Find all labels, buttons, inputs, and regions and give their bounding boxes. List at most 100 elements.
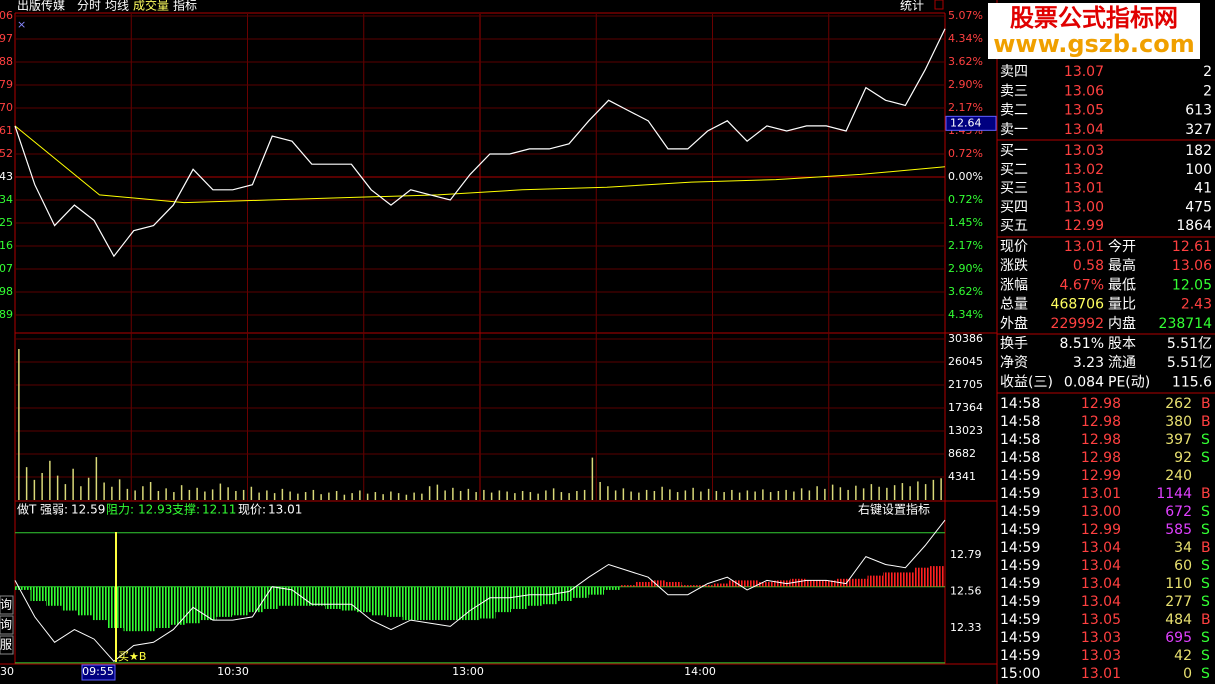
book-volume: 182 (1185, 143, 1212, 159)
pct-label: 4.34% (948, 32, 983, 45)
trade-flag: S (1201, 558, 1210, 574)
cursor-price: 12.64 (950, 116, 982, 129)
indicator-bar (263, 586, 279, 609)
trade-price: 12.98 (1081, 450, 1121, 466)
y-tick-label: 16 (0, 239, 13, 252)
indicator-bar (46, 586, 62, 606)
volume-bar (808, 490, 811, 500)
indicator-bar (790, 578, 806, 587)
field-label: 现价: (238, 503, 266, 517)
volume-bar (707, 488, 710, 500)
side-button[interactable] (0, 615, 14, 635)
signal-label: 买★B (118, 650, 146, 663)
indicator-bar (743, 580, 759, 587)
trade-volume: 277 (1165, 594, 1192, 610)
volume-bar (762, 489, 764, 500)
y-tick-label: 52 (0, 147, 13, 160)
indicator-name: 做T (17, 502, 37, 517)
pct-label: 1.45% (948, 216, 983, 229)
trade-flag: B (1201, 414, 1211, 430)
indicator-bar (914, 567, 930, 587)
side-button[interactable] (0, 595, 14, 615)
indicator-bar (449, 586, 465, 621)
book-price: 13.01 (1064, 181, 1104, 197)
quote-value: 4.67% (1060, 277, 1104, 293)
volume-bar (80, 486, 82, 500)
quote-label: 总量 (1000, 297, 1028, 313)
volume-bar (490, 492, 493, 500)
trade-time: 14:59 (1000, 594, 1040, 610)
tool-tab[interactable]: 分时 (77, 0, 101, 13)
trade-volume: 92 (1174, 450, 1192, 466)
y-tick-label: 98 (0, 285, 13, 298)
stock-name[interactable]: 出版传媒 (17, 0, 65, 13)
volume-bar (103, 482, 105, 500)
volume-bar (211, 489, 214, 500)
volume-bar (312, 489, 315, 500)
time-label: 10:30 (217, 665, 249, 678)
quote-value: 8.51% (1060, 336, 1104, 352)
y-tick-label: 12.33 (950, 621, 982, 634)
book-price: 13.00 (1064, 199, 1104, 215)
indicator-bar (154, 586, 170, 628)
y-tick-label: 13023 (948, 424, 983, 437)
quote-label: 涨幅 (1000, 277, 1028, 293)
volume-bar (366, 493, 369, 500)
indicator-bar (728, 580, 744, 587)
indicator-bar (294, 586, 310, 606)
time-label: 13:00 (452, 665, 484, 678)
stats-button[interactable]: 统计 (900, 0, 924, 13)
tool-tab[interactable]: 指标 (173, 0, 197, 13)
volume-bar (126, 488, 129, 500)
volume-bar (149, 481, 152, 500)
volume-bar (839, 487, 842, 500)
quote-label: 流通 (1108, 355, 1136, 371)
price-line (14, 28, 946, 258)
quote-value: 2.43 (1181, 297, 1212, 313)
volume-bar (180, 485, 183, 500)
volume-bar (95, 457, 98, 500)
volume-bar (428, 486, 431, 500)
tool-tab[interactable]: 均线 (105, 0, 129, 13)
side-button-label: 询 (0, 618, 12, 632)
book-price: 12.99 (1064, 218, 1104, 234)
volume-bar (932, 479, 935, 500)
trade-flag: S (1201, 648, 1210, 664)
trade-flag: B (1201, 540, 1211, 556)
volume-bar (521, 490, 524, 500)
window-icon[interactable] (934, 0, 944, 10)
trade-volume: 695 (1165, 630, 1192, 646)
side-button[interactable] (0, 635, 14, 655)
book-price: 13.02 (1064, 162, 1104, 178)
volume-bar (405, 494, 408, 500)
quote-label: 股本 (1108, 336, 1136, 352)
trade-flag: S (1201, 576, 1210, 592)
y-tick-label: 88 (0, 55, 13, 68)
book-volume: 2 (1203, 64, 1212, 80)
indicator-bar (340, 586, 356, 611)
indicator-settings[interactable]: 右键设置指标 (858, 502, 930, 517)
volume-bar (529, 492, 532, 500)
volume-bar (754, 491, 756, 500)
book-label: 卖四 (1000, 64, 1028, 80)
field-value: 13.01 (268, 503, 302, 517)
trade-volume: 397 (1165, 432, 1192, 448)
indicator-price-line (14, 519, 946, 662)
volume-bar (165, 488, 167, 500)
tool-tab[interactable]: 成交量 (133, 0, 169, 13)
volume-bar (459, 490, 462, 500)
trade-time: 14:59 (1000, 648, 1040, 664)
book-label: 买二 (1000, 162, 1028, 178)
y-tick-label: 12.56 (950, 585, 982, 598)
close-icon[interactable]: × (17, 18, 26, 31)
side-button-label: 询 (0, 598, 12, 612)
volume-bar (436, 484, 439, 500)
book-price: 13.06 (1064, 83, 1104, 99)
volume-bar (87, 477, 90, 500)
book-volume: 2 (1203, 83, 1212, 99)
trade-flag: S (1201, 432, 1210, 448)
volume-bar (769, 492, 772, 500)
vertical-grid (130, 14, 830, 501)
pct-label: 5.07% (948, 9, 983, 22)
trade-volume: 585 (1165, 522, 1192, 538)
